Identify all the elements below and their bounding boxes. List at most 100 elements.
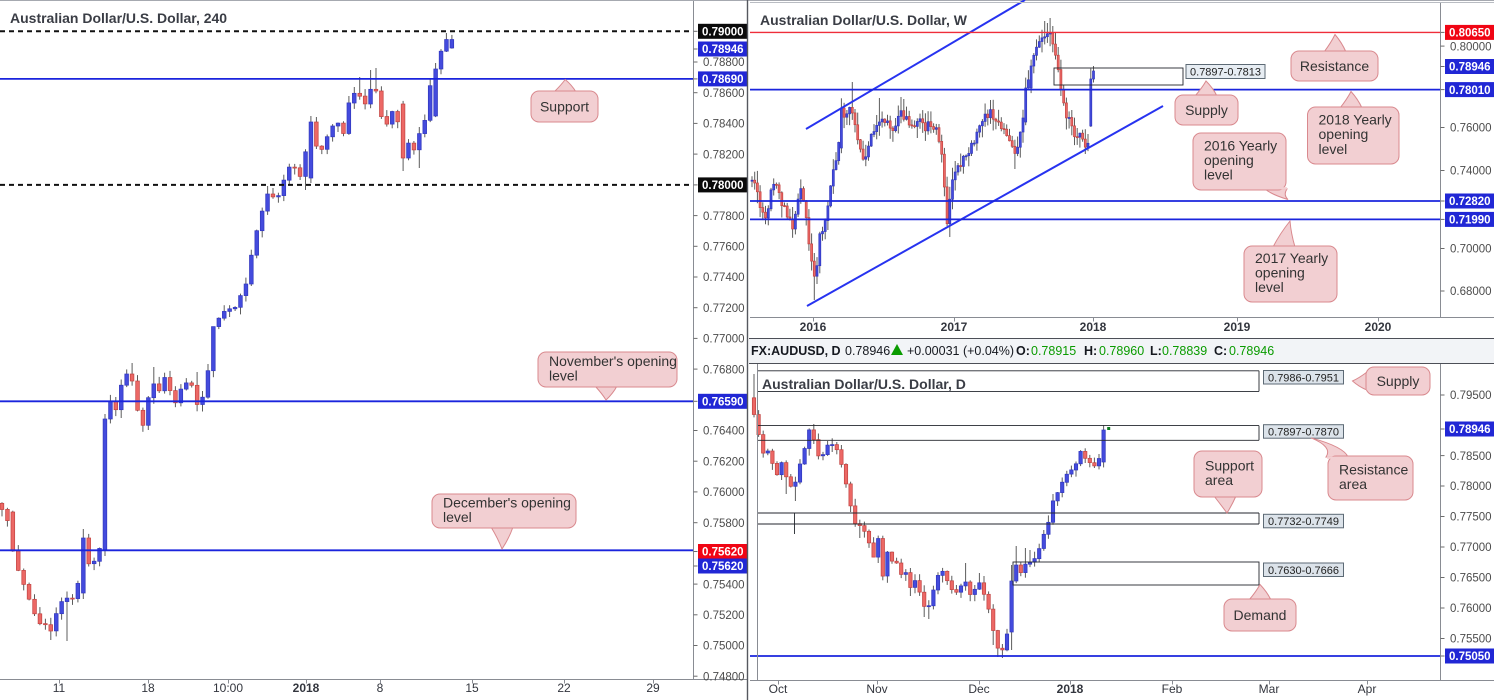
svg-text:0.75400: 0.75400 <box>703 579 745 591</box>
svg-text:0.78200: 0.78200 <box>703 149 745 161</box>
svg-text:0.7897-0.7813: 0.7897-0.7813 <box>1190 67 1261 79</box>
svg-text:0.79000: 0.79000 <box>702 27 744 39</box>
svg-text:0.78839: 0.78839 <box>1162 344 1207 358</box>
svg-text:0.76800: 0.76800 <box>703 364 745 376</box>
svg-text:0.77500: 0.77500 <box>1450 512 1492 524</box>
svg-text:0.75500: 0.75500 <box>1450 634 1492 646</box>
svg-text:0.78010: 0.78010 <box>1449 85 1491 97</box>
svg-text:2020: 2020 <box>1365 320 1392 334</box>
svg-text:opening: opening <box>1255 265 1305 281</box>
svg-text:0.78000: 0.78000 <box>702 180 744 192</box>
svg-text:0.76400: 0.76400 <box>703 426 745 438</box>
svg-text:0.70000: 0.70000 <box>1450 244 1492 256</box>
svg-text:L:: L: <box>1150 344 1162 358</box>
svg-text:2017: 2017 <box>941 320 968 334</box>
svg-text:level: level <box>1204 167 1233 183</box>
svg-text:2019: 2019 <box>1224 320 1251 334</box>
svg-text:0.74800: 0.74800 <box>703 671 745 683</box>
svg-text:0.7630-0.7666: 0.7630-0.7666 <box>1268 565 1339 577</box>
svg-text:2016 Yearly: 2016 Yearly <box>1204 138 1277 154</box>
svg-text:0.78946: 0.78946 <box>1449 424 1491 436</box>
svg-text:8: 8 <box>377 681 384 695</box>
svg-text:Feb: Feb <box>1162 682 1183 696</box>
svg-text:Oct: Oct <box>769 682 788 696</box>
svg-text:opening: opening <box>1204 152 1254 168</box>
svg-text:0.75200: 0.75200 <box>703 610 745 622</box>
svg-text:0.78960: 0.78960 <box>1099 344 1144 358</box>
svg-text:0.76200: 0.76200 <box>703 456 745 468</box>
svg-text:0.76590: 0.76590 <box>702 397 744 409</box>
svg-text:0.76000: 0.76000 <box>1450 123 1492 135</box>
svg-text:Support: Support <box>540 99 589 115</box>
svg-text:Resistance: Resistance <box>1339 461 1408 477</box>
svg-text:0.77800: 0.77800 <box>703 211 745 223</box>
svg-text:0.78946: 0.78946 <box>702 44 744 56</box>
svg-text:0.75620: 0.75620 <box>702 561 744 573</box>
svg-text:0.78946: 0.78946 <box>845 344 890 358</box>
svg-text:level: level <box>443 509 472 525</box>
svg-text:Apr: Apr <box>1358 682 1377 696</box>
svg-text:22: 22 <box>557 681 571 695</box>
svg-text:0.78400: 0.78400 <box>703 119 745 131</box>
svg-text:0.75000: 0.75000 <box>703 641 745 653</box>
svg-text:2018: 2018 <box>293 681 320 695</box>
svg-text:FX:AUDUSD, D: FX:AUDUSD, D <box>751 344 841 358</box>
svg-text:0.79500: 0.79500 <box>1450 390 1492 402</box>
svg-text:0.80000: 0.80000 <box>1450 41 1492 53</box>
svg-text:0.80650: 0.80650 <box>1449 28 1491 40</box>
svg-text:0.68000: 0.68000 <box>1450 286 1492 298</box>
svg-text:0.7986-0.7951: 0.7986-0.7951 <box>1268 372 1339 384</box>
svg-text:0.7897-0.7870: 0.7897-0.7870 <box>1268 427 1339 439</box>
svg-text:0.71990: 0.71990 <box>1449 215 1491 227</box>
svg-text:0.78600: 0.78600 <box>703 88 745 100</box>
svg-text:Demand: Demand <box>1234 607 1287 623</box>
svg-text:Australian Dollar/U.S. Dollar,: Australian Dollar/U.S. Dollar, 240 <box>10 10 227 26</box>
svg-text:Resistance: Resistance <box>1300 58 1369 74</box>
svg-text:November's opening: November's opening <box>549 353 677 369</box>
svg-text:0.76500: 0.76500 <box>1450 573 1492 585</box>
svg-text:level: level <box>1319 141 1348 157</box>
svg-text:opening: opening <box>1319 126 1369 142</box>
svg-text:Support: Support <box>1205 457 1254 473</box>
svg-text:0.77400: 0.77400 <box>703 272 745 284</box>
svg-text:Supply: Supply <box>1377 373 1420 389</box>
svg-text:0.78915: 0.78915 <box>1031 344 1076 358</box>
svg-text:level: level <box>549 367 578 383</box>
svg-text:0.76000: 0.76000 <box>1450 603 1492 615</box>
svg-text:O:: O: <box>1016 344 1030 358</box>
svg-text:10:00: 10:00 <box>213 681 243 695</box>
svg-text:0.72820: 0.72820 <box>1449 196 1491 208</box>
svg-text:December's opening: December's opening <box>443 494 571 510</box>
svg-text:0.78690: 0.78690 <box>702 74 744 86</box>
svg-text:0.74000: 0.74000 <box>1450 166 1492 178</box>
svg-text:0.78946: 0.78946 <box>1229 344 1274 358</box>
svg-text:Australian Dollar/U.S. Dollar,: Australian Dollar/U.S. Dollar, W <box>760 12 968 28</box>
svg-text:area: area <box>1205 472 1233 488</box>
svg-text:0.76000: 0.76000 <box>703 487 745 499</box>
svg-text:0.78000: 0.78000 <box>1450 481 1492 493</box>
svg-text:0.77600: 0.77600 <box>703 242 745 254</box>
svg-text:level: level <box>1255 279 1284 295</box>
svg-text:15: 15 <box>465 681 479 695</box>
svg-text:0.78500: 0.78500 <box>1450 451 1492 463</box>
svg-text:+0.00031 (+0.04%): +0.00031 (+0.04%) <box>907 344 1014 358</box>
svg-text:0.7732-0.7749: 0.7732-0.7749 <box>1268 516 1339 528</box>
svg-text:C:: C: <box>1214 344 1227 358</box>
svg-text:Dec: Dec <box>968 682 989 696</box>
svg-text:area: area <box>1339 476 1367 492</box>
svg-text:0.75620: 0.75620 <box>702 547 744 559</box>
svg-text:Mar: Mar <box>1259 682 1280 696</box>
svg-text:2017 Yearly: 2017 Yearly <box>1255 250 1328 266</box>
svg-text:2018: 2018 <box>1057 682 1084 696</box>
svg-text:0.75800: 0.75800 <box>703 518 745 530</box>
svg-text:2018: 2018 <box>1080 320 1107 334</box>
svg-text:Supply: Supply <box>1185 102 1228 118</box>
svg-text:Australian Dollar/U.S. Dollar,: Australian Dollar/U.S. Dollar, D <box>762 376 966 392</box>
svg-text:0.75050: 0.75050 <box>1449 651 1491 663</box>
svg-text:0.78800: 0.78800 <box>703 57 745 69</box>
svg-text:0.78946: 0.78946 <box>1449 62 1491 74</box>
svg-text:2016: 2016 <box>800 320 827 334</box>
svg-text:11: 11 <box>53 681 66 695</box>
svg-text:18: 18 <box>141 681 155 695</box>
svg-text:29: 29 <box>646 681 660 695</box>
